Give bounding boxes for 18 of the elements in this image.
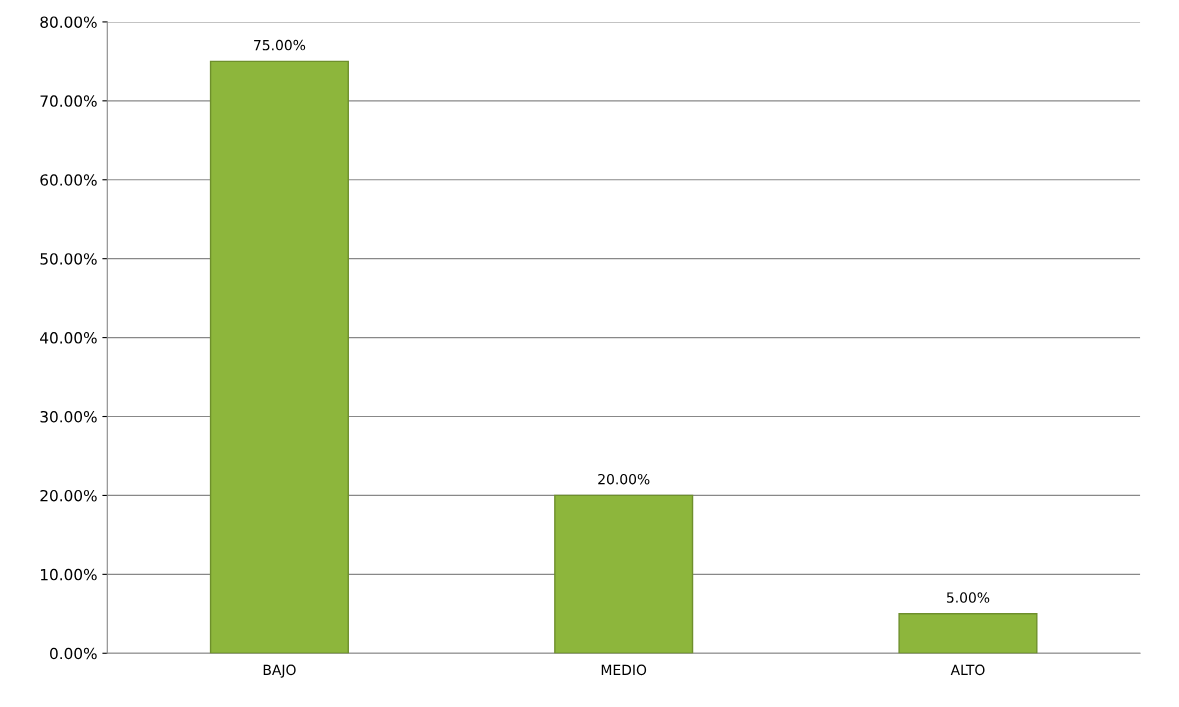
y-tick-label: 40.00% — [40, 332, 97, 344]
bar — [898, 613, 1038, 654]
y-tick-label: 20.00% — [40, 489, 97, 502]
bar — [554, 494, 694, 654]
y-tick-label: 60.00% — [40, 174, 97, 186]
data-label: 75.00% — [254, 39, 306, 51]
x-tick-label: ALTO — [950, 664, 985, 676]
y-tick-label: 10.00% — [40, 568, 97, 581]
data-label: 20.00% — [598, 473, 650, 485]
y-tick-label: 70.00% — [40, 95, 97, 107]
y-tick-label: 80.00% — [40, 16, 97, 28]
y-tick-label: 0.00% — [50, 647, 97, 660]
y-tick-label: 50.00% — [40, 253, 97, 265]
data-label: 5.00% — [946, 592, 990, 603]
bar — [209, 60, 349, 654]
x-tick-label: MEDIO — [601, 664, 647, 676]
y-tick-label: 30.00% — [40, 410, 97, 423]
x-tick-label: BAJO — [263, 664, 296, 678]
